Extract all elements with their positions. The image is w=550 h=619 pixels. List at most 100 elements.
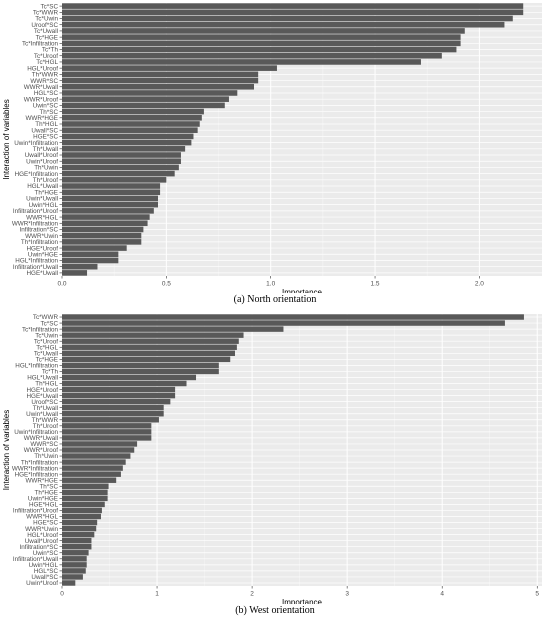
category-label: WWR*HGE xyxy=(25,477,58,484)
bar xyxy=(62,251,119,258)
category-label: Uwin*HGE xyxy=(28,251,58,258)
bar xyxy=(62,83,254,90)
bar xyxy=(62,77,259,84)
category-label: Uwall*SC xyxy=(31,574,58,581)
bar xyxy=(62,158,181,165)
x-axis-title: Importance xyxy=(282,288,323,293)
category-label: HGL*Uwall xyxy=(27,183,58,190)
bar xyxy=(62,34,461,40)
bar xyxy=(62,556,87,562)
category-label: Th*HGE xyxy=(35,189,58,196)
category-label: Th*WWR xyxy=(32,72,59,79)
category-label: Tc*HGE xyxy=(36,357,58,364)
category-label: Uroof*SC xyxy=(31,22,58,29)
bar xyxy=(62,15,513,22)
bar xyxy=(62,139,192,146)
category-label: Tc*SC xyxy=(41,320,59,327)
bar xyxy=(62,59,421,65)
bar xyxy=(62,90,238,96)
category-label: WWR*Uroof xyxy=(24,96,59,103)
bar xyxy=(62,495,108,502)
category-label: HGE*Infiltration xyxy=(15,171,59,178)
category-label: HGL*SC xyxy=(34,90,59,97)
category-label: Uwin*SC xyxy=(33,550,59,557)
category-label: Tc*WWR xyxy=(33,314,59,321)
bar xyxy=(62,114,202,121)
bar xyxy=(62,46,457,53)
x-axis-title: Importance xyxy=(282,598,323,604)
bar xyxy=(62,127,198,133)
bar xyxy=(62,465,123,471)
bar xyxy=(62,214,150,220)
category-label: Uwin*Uroof xyxy=(26,580,58,587)
bar xyxy=(62,183,161,189)
category-label: WWR*Infiltration xyxy=(12,465,59,472)
category-label: WWR*HGL xyxy=(26,214,58,221)
category-label: Uwin*HGE xyxy=(28,496,58,503)
bar xyxy=(62,314,524,320)
category-label: Tc*Uroof xyxy=(34,338,58,345)
bar xyxy=(62,380,187,387)
bar xyxy=(62,423,152,429)
category-label: Tc*HGL xyxy=(36,59,58,66)
category-label: Uroof*SC xyxy=(31,399,58,406)
category-label: HGL*Infiltration xyxy=(15,363,58,370)
bar xyxy=(62,332,244,338)
x-tick-label: 4 xyxy=(440,591,444,598)
bar xyxy=(62,525,97,532)
category-label: Th*HGE xyxy=(35,490,58,497)
bar xyxy=(62,40,461,47)
bar xyxy=(62,398,171,405)
category-label: Infiltration*Uwall xyxy=(13,556,58,563)
bar xyxy=(62,9,524,16)
north-orientation-panel: 0.0 0.5 1.0 1.5 2.0 Tc*SC Tc*WWR Tc*Uwin Uroof*S… xyxy=(2,3,542,305)
bar xyxy=(62,189,161,196)
bar xyxy=(62,65,277,71)
y-axis-title: Interaction of variables xyxy=(2,410,11,491)
category-label: HGL*SC xyxy=(34,568,59,575)
category-label: Th*WWR xyxy=(32,417,59,424)
bar xyxy=(62,52,442,59)
bar xyxy=(62,441,138,447)
bar xyxy=(62,386,176,393)
bar xyxy=(62,263,98,270)
category-label: HGL*Infiltration xyxy=(15,258,58,265)
category-label: HGL*Uroof xyxy=(27,65,58,72)
bar xyxy=(62,580,76,586)
category-label: WWR*Uwall xyxy=(24,435,58,442)
bar xyxy=(62,257,119,264)
bar xyxy=(62,245,127,251)
bar xyxy=(62,477,117,483)
bar xyxy=(62,362,219,369)
category-label: HGE*Uroof xyxy=(27,245,59,252)
category-label: Uwall*Uroof xyxy=(25,538,58,545)
bar xyxy=(62,447,135,453)
bar xyxy=(62,374,197,381)
bar xyxy=(62,356,231,363)
category-label: Uwin*Uwall xyxy=(26,196,58,203)
bar xyxy=(62,537,92,544)
west-importance-chart: 0 1 2 3 4 5Tc*WWRTc*SCTc*InfiltrationTc*UwinT… xyxy=(2,314,542,604)
bar xyxy=(62,226,144,233)
x-tick-label: 1.0 xyxy=(266,281,275,288)
bar xyxy=(62,574,83,580)
bar xyxy=(62,404,164,411)
category-label: Uwin*Uroof xyxy=(26,158,58,165)
bar xyxy=(62,392,176,399)
bar xyxy=(62,429,152,435)
category-label: Tc*Uroof xyxy=(34,53,58,60)
category-label: HGL*Uwall xyxy=(27,375,58,382)
category-label: Th*Uwin xyxy=(34,165,58,172)
x-tick-label: 2 xyxy=(250,591,254,598)
bar xyxy=(62,320,505,326)
west-caption: (b) West orientation xyxy=(235,605,315,616)
bar xyxy=(62,471,121,477)
category-label: HGE*Uroof xyxy=(27,387,59,394)
bar xyxy=(62,489,108,496)
category-label: WWR*Infiltration xyxy=(12,220,59,227)
x-tick-label: 2.0 xyxy=(475,281,484,288)
bar xyxy=(62,338,239,344)
bar xyxy=(62,232,142,239)
category-label: HGE*HGL xyxy=(29,502,59,509)
category-label: WWR*HGE xyxy=(25,115,58,122)
